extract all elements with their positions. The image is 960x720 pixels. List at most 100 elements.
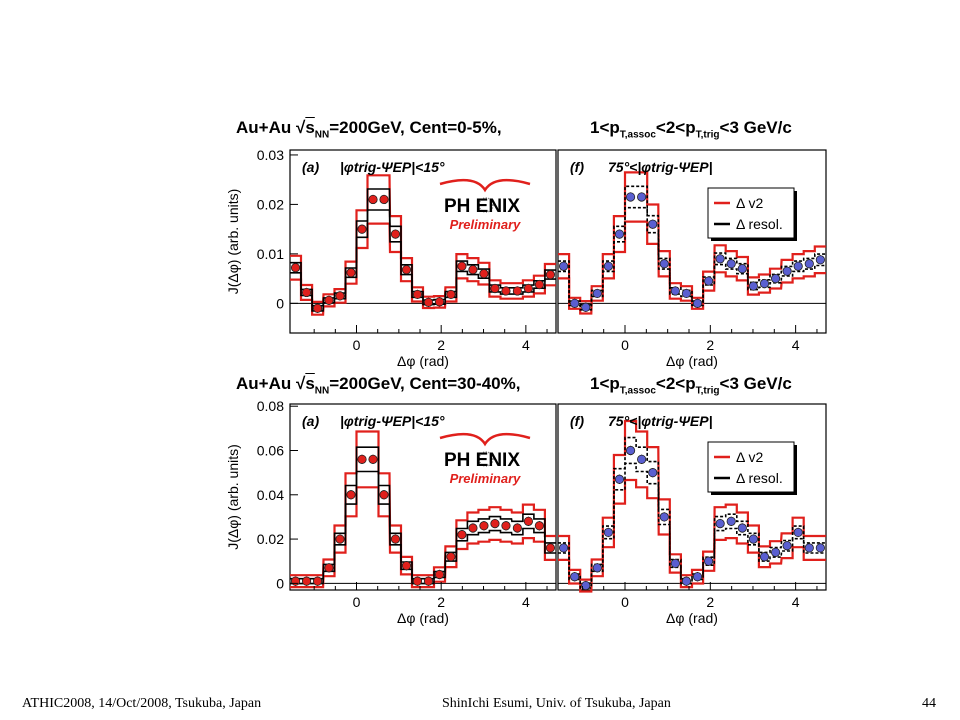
phenix-logo-text: PH ENIX <box>444 450 520 471</box>
band-resol-lower <box>558 462 826 589</box>
data-point <box>748 281 759 291</box>
data-point <box>357 224 367 234</box>
data-point <box>681 288 692 299</box>
band-resol-lower <box>290 209 556 312</box>
x-tick-label: 4 <box>792 594 800 610</box>
data-point <box>423 576 434 586</box>
data-point <box>479 521 489 531</box>
panel-label: (f) <box>570 159 584 175</box>
band-v2-lower <box>290 222 556 316</box>
data-point <box>692 298 703 308</box>
data-point <box>446 552 456 562</box>
data-point <box>468 523 478 533</box>
panel-frame <box>557 403 827 591</box>
data-point <box>335 534 345 544</box>
data-point <box>759 552 770 562</box>
data-point <box>715 254 725 264</box>
data-point <box>637 454 647 464</box>
cut-label: 75°<|φtrig-ΨEP| <box>608 413 713 429</box>
data-point <box>312 303 323 313</box>
y-tick-label: 0.03 <box>257 147 284 163</box>
x-tick-label: 4 <box>522 594 530 610</box>
x-tick-label: 2 <box>706 594 714 610</box>
data-point <box>412 576 423 586</box>
data-point <box>390 534 401 544</box>
data-point <box>648 219 658 229</box>
data-point <box>603 527 613 538</box>
preliminary-label: Preliminary <box>450 471 522 486</box>
legend-resol-label: Δ resol. <box>736 470 783 486</box>
x-tick-label: 2 <box>437 594 445 610</box>
data-point <box>523 516 533 526</box>
data-point <box>357 454 367 464</box>
data-point <box>782 266 792 276</box>
band-resol-lower <box>558 206 826 311</box>
x-tick-label: 0 <box>621 337 629 353</box>
data-point <box>625 192 636 202</box>
data-point <box>368 454 378 464</box>
data-point <box>434 569 445 580</box>
data-point <box>648 468 658 478</box>
band-v2-lower <box>290 486 556 589</box>
legend-box <box>707 187 795 239</box>
data-point <box>592 563 602 573</box>
data-point <box>446 289 456 300</box>
x-tick-label: 0 <box>353 337 361 353</box>
panel-label: (a) <box>302 159 319 175</box>
data-point <box>670 286 680 296</box>
panel-label: (a) <box>302 413 319 429</box>
y-tick-label: 0.02 <box>257 531 284 547</box>
data-point <box>346 490 356 500</box>
data-point <box>670 558 680 569</box>
data-point <box>659 512 669 522</box>
data-point <box>659 259 669 269</box>
data-point <box>692 572 703 582</box>
data-point <box>637 192 647 202</box>
data-point <box>301 576 312 586</box>
data-point <box>726 516 736 526</box>
data-point <box>545 270 556 280</box>
data-point <box>545 543 556 553</box>
data-point <box>748 534 759 544</box>
data-point <box>603 261 613 271</box>
y-tick-label: 0.01 <box>257 246 284 262</box>
x-tick-label: 0 <box>621 594 629 610</box>
y-tick-label: 0.06 <box>257 443 284 459</box>
data-point <box>793 527 803 538</box>
legend-resol-label: Δ resol. <box>736 216 783 232</box>
x-axis-label: Δφ (rad) <box>397 610 449 626</box>
y-tick-label: 0.02 <box>257 196 284 212</box>
data-point <box>804 543 814 553</box>
data-point <box>324 295 334 305</box>
data-point <box>290 263 301 273</box>
row2-title-left: Au+Au √sNN=200GeV, Cent=30-40%, <box>236 374 521 397</box>
data-point <box>523 283 533 294</box>
data-point <box>290 576 301 586</box>
y-tick-label: 0.08 <box>257 398 284 414</box>
data-point <box>324 563 334 573</box>
phenix-logo-star-icon <box>478 451 494 467</box>
data-point <box>534 521 545 531</box>
data-point <box>558 261 569 271</box>
legend-v2-label: Δ v2 <box>736 449 763 465</box>
y-tick-label: 0.04 <box>257 487 284 503</box>
phenix-logo-arc <box>439 178 531 193</box>
data-point <box>704 276 714 286</box>
data-point <box>581 580 591 591</box>
data-point <box>804 259 814 269</box>
y-tick-label: 0 <box>276 575 284 591</box>
data-point <box>490 518 500 529</box>
x-tick-label: 2 <box>706 337 714 353</box>
row1-title-left: Au+Au √sNN=200GeV, Cent=0-5%, <box>236 118 502 141</box>
data-point <box>592 288 602 299</box>
phenix-logo-star-icon <box>478 197 494 213</box>
data-point <box>390 229 401 239</box>
cut-label: |φtrig-ΨEP|<15° <box>340 413 445 429</box>
data-point <box>570 298 580 308</box>
data-point <box>312 576 323 586</box>
data-point <box>457 261 467 271</box>
panel-label: (f) <box>570 413 584 429</box>
data-point <box>625 445 636 456</box>
data-point <box>423 297 434 307</box>
footer-page-number: 44 <box>922 696 936 711</box>
